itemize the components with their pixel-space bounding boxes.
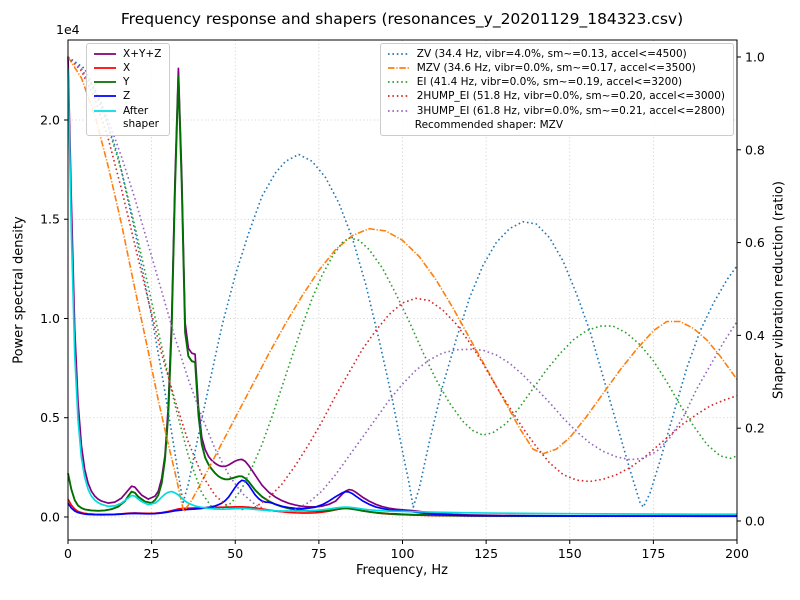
legend-line-sample [387, 53, 410, 55]
x-tick-label: 200 [725, 546, 749, 561]
x-tick-label: 100 [391, 546, 415, 561]
y-right-tick-label: 0.6 [745, 235, 765, 250]
chart-title: Frequency response and shapers (resonanc… [120, 10, 684, 28]
legend-label: Y [123, 76, 130, 89]
x-tick-label: 75 [311, 546, 327, 561]
series-after_shaper [67, 68, 737, 516]
legend-line-sample [387, 95, 410, 98]
legend-psd: X+Y+Z X Y Z After shaper [86, 43, 171, 136]
legend-line-sample [94, 53, 116, 55]
legend-label: X [123, 62, 131, 75]
legend-label: 3HUMP_EI (61.8 Hz, vibr=0.0%, sm~=0.21, … [416, 104, 725, 117]
x-axis-label: Frequency, Hz [355, 563, 449, 578]
y-right-tick-label: 0.4 [745, 328, 765, 343]
series-mzv [67, 56, 738, 513]
legend-line-sample [94, 95, 116, 98]
y-left-tick-label: 1.5 [40, 212, 60, 227]
y-axis-right-label: Shaper vibration reduction (ratio) [771, 181, 787, 399]
legend-line-sample [94, 109, 116, 112]
legend-item: Z [93, 90, 161, 103]
x-tick-label: 150 [558, 546, 582, 561]
legend-item: 2HUMP_EI (51.8 Hz, vibr=0.0%, sm~=0.20, … [387, 90, 725, 103]
legend-item: EI (41.4 Hz, vibr=0.0%, sm~=0.19, accel<… [387, 76, 725, 89]
y-axis-offset-text: 1e4 [56, 22, 80, 37]
legend-label: ZV (34.4 Hz, vibr=4.0%, sm~=0.13, accel<… [416, 48, 687, 60]
series-ei [67, 56, 738, 511]
series-y [67, 75, 737, 518]
series-zv [67, 56, 738, 508]
legend-label: Z [123, 90, 131, 103]
x-tick-label: 50 [227, 546, 243, 561]
x-tick-label: 0 [64, 546, 72, 561]
legend-item: After shaper [93, 105, 161, 131]
legend-label: 2HUMP_EI (51.8 Hz, vibr=0.0%, sm~=0.20, … [416, 90, 725, 103]
y-left-tick-label: 2.0 [40, 112, 60, 127]
legend-line-sample [387, 67, 410, 69]
y-right-tick-label: 0.0 [745, 513, 765, 528]
legend-line-sample [94, 67, 116, 69]
legend-item: X [93, 62, 161, 75]
x-tick-label: 125 [474, 546, 498, 561]
y-right-tick-label: 0.2 [745, 421, 765, 436]
legend-shapers: ZV (34.4 Hz, vibr=4.0%, sm~=0.13, accel<… [379, 43, 734, 136]
y-right-tick-label: 1.0 [745, 49, 765, 64]
legend-item: ZV (34.4 Hz, vibr=4.0%, sm~=0.13, accel<… [387, 48, 725, 61]
series-x_plus_y_plus_z [67, 56, 737, 517]
legend-line-sample [387, 81, 410, 84]
legend-item: Y [93, 76, 161, 89]
legend-item: X+Y+Z [93, 48, 161, 61]
y-left-tick-label: 0.0 [40, 509, 60, 524]
series-3hump_ei [67, 56, 738, 513]
legend-item: MZV (34.6 Hz, vibr=0.0%, sm~=0.17, accel… [387, 62, 725, 75]
y-left-tick-label: 1.0 [40, 311, 60, 326]
legend-label: After shaper [123, 104, 160, 130]
x-tick-label: 175 [641, 546, 665, 561]
y-left-tick-label: 0.5 [40, 410, 60, 425]
legend-label: EI (41.4 Hz, vibr=0.0%, sm~=0.19, accel<… [416, 76, 683, 89]
legend-label: MZV (34.6 Hz, vibr=0.0%, sm~=0.17, accel… [416, 62, 696, 75]
legend-item: 3HUMP_EI (61.8 Hz, vibr=0.0%, sm~=0.21, … [387, 105, 725, 118]
legend-line-sample [387, 109, 410, 112]
y-axis-left-label: Power spectral density [11, 216, 27, 364]
x-tick-label: 25 [144, 546, 160, 561]
recommended-shaper-note: Recommended shaper: MZV [414, 118, 564, 131]
legend-label: X+Y+Z [123, 48, 162, 60]
legend-line-sample [94, 81, 116, 84]
y-right-tick-label: 0.8 [745, 142, 765, 157]
